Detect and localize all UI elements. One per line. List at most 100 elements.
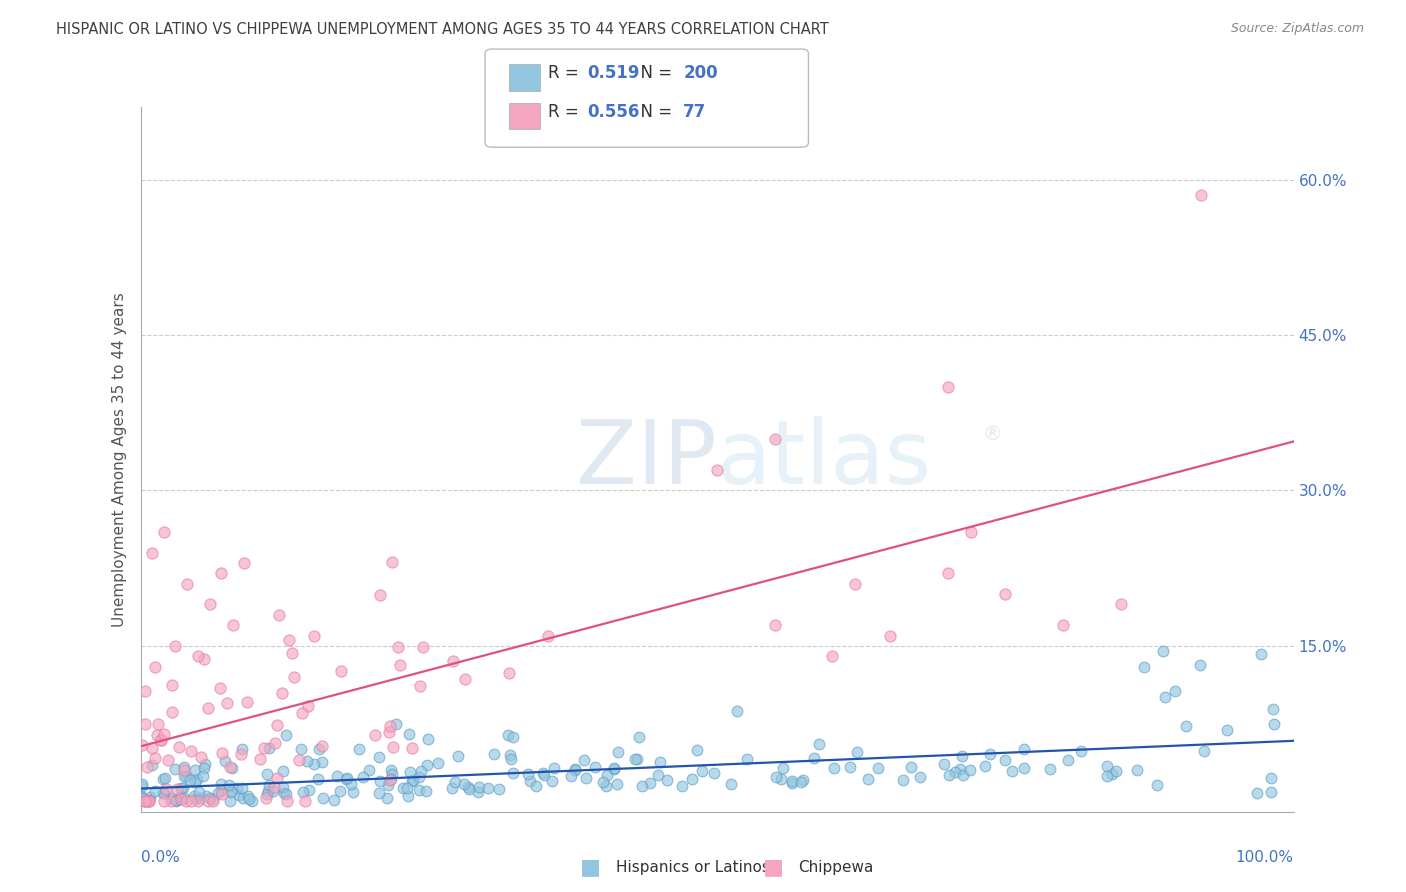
- Point: [270, 686, 292, 700]
- Point: [821, 649, 844, 664]
- Point: [1263, 702, 1285, 716]
- Point: [253, 740, 276, 755]
- Point: [281, 646, 304, 660]
- Point: [179, 772, 201, 787]
- Point: [129, 790, 152, 805]
- Point: [560, 769, 582, 783]
- Point: [936, 566, 959, 581]
- Point: [498, 666, 520, 681]
- Point: [226, 780, 249, 795]
- Point: [135, 794, 157, 808]
- Point: [1126, 763, 1149, 777]
- Point: [138, 794, 160, 808]
- Point: [454, 672, 477, 686]
- Point: [457, 782, 479, 797]
- Point: [197, 701, 219, 715]
- Point: [165, 639, 187, 653]
- Point: [564, 762, 586, 776]
- Point: [412, 640, 434, 655]
- Point: [1152, 643, 1174, 657]
- Point: [145, 727, 167, 741]
- Point: [149, 732, 172, 747]
- Point: [176, 576, 198, 591]
- Point: [169, 789, 191, 804]
- Point: [150, 732, 173, 747]
- Point: [180, 794, 202, 808]
- Point: [735, 751, 758, 765]
- Point: [298, 783, 321, 797]
- Point: [655, 773, 678, 788]
- Point: [209, 783, 232, 797]
- Point: [496, 728, 519, 742]
- Point: [159, 794, 181, 808]
- Point: [385, 717, 408, 731]
- Point: [131, 791, 153, 805]
- Point: [770, 772, 793, 786]
- Point: [193, 761, 215, 775]
- Point: [165, 792, 187, 806]
- Point: [173, 791, 195, 805]
- Text: 0.556: 0.556: [588, 103, 640, 121]
- Point: [772, 761, 794, 775]
- Point: [335, 772, 357, 786]
- Point: [499, 747, 522, 762]
- Point: [152, 524, 174, 539]
- Point: [277, 633, 299, 648]
- Point: [153, 794, 176, 808]
- Point: [173, 764, 195, 778]
- Point: [195, 789, 218, 804]
- Point: [329, 783, 352, 797]
- Text: 200: 200: [683, 64, 718, 82]
- Point: [382, 739, 405, 754]
- Point: [595, 767, 617, 781]
- Point: [162, 706, 184, 720]
- Point: [152, 786, 174, 800]
- Point: [950, 748, 973, 763]
- Point: [157, 753, 180, 767]
- Point: [145, 751, 167, 765]
- Point: [134, 794, 156, 808]
- Point: [703, 765, 725, 780]
- Point: [214, 754, 236, 768]
- Point: [392, 780, 415, 795]
- Point: [143, 659, 166, 673]
- Point: [173, 759, 195, 773]
- Point: [219, 794, 242, 808]
- Point: [219, 783, 242, 797]
- Point: [194, 757, 217, 772]
- Point: [626, 752, 648, 766]
- Point: [1133, 660, 1156, 674]
- Point: [165, 794, 187, 808]
- Point: [1105, 764, 1128, 779]
- Point: [231, 747, 253, 761]
- Point: [1174, 719, 1197, 733]
- Point: [377, 778, 399, 792]
- Point: [648, 755, 671, 769]
- Point: [357, 763, 380, 777]
- Point: [378, 773, 401, 788]
- Point: [1057, 753, 1080, 767]
- Point: [396, 789, 419, 804]
- Point: [292, 785, 315, 799]
- Point: [240, 794, 263, 808]
- Point: [1095, 758, 1118, 772]
- Point: [219, 760, 242, 774]
- Point: [283, 670, 305, 684]
- Point: [267, 607, 290, 622]
- Text: Source: ZipAtlas.com: Source: ZipAtlas.com: [1230, 22, 1364, 36]
- Point: [1070, 744, 1092, 758]
- Point: [209, 566, 232, 581]
- Point: [647, 768, 669, 782]
- Point: [218, 778, 240, 792]
- Point: [1039, 762, 1062, 776]
- Point: [233, 556, 256, 570]
- Point: [152, 772, 174, 786]
- Point: [184, 792, 207, 806]
- Point: [254, 791, 277, 805]
- Point: [274, 787, 297, 801]
- Point: [572, 753, 595, 767]
- Point: [595, 779, 617, 793]
- Point: [524, 779, 547, 793]
- Point: [276, 794, 298, 808]
- Text: ■: ■: [763, 857, 783, 877]
